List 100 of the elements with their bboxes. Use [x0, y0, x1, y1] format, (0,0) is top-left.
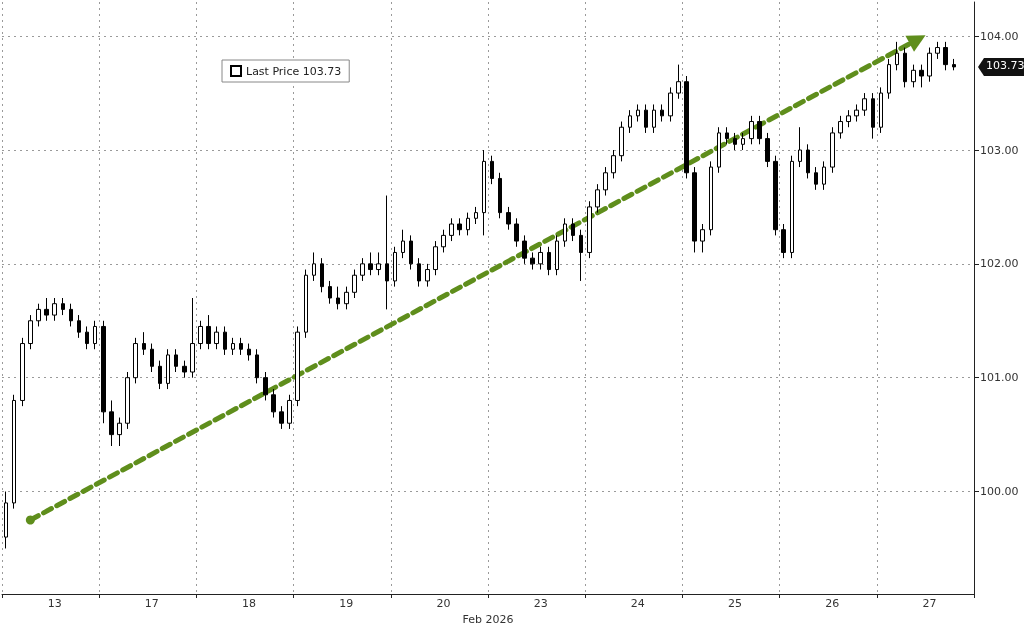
- candlestick: [393, 246, 397, 288]
- x-tick-label: 23: [533, 597, 548, 610]
- candlestick: [69, 303, 73, 327]
- candlestick: [830, 126, 835, 174]
- candlestick: [279, 405, 284, 430]
- candlestick: [44, 297, 49, 322]
- candlestick: [125, 371, 130, 430]
- candlestick: [903, 47, 907, 88]
- candlestick: [871, 92, 875, 140]
- candlestick: [320, 257, 324, 293]
- x-tick-label: 17: [144, 597, 159, 610]
- y-tick-label: 100.00: [980, 485, 1019, 499]
- candlestick: [109, 399, 114, 447]
- candlestick: [85, 325, 89, 350]
- candlestick: [498, 172, 502, 219]
- candlestick: [344, 286, 349, 310]
- x-tick-label: 27: [922, 597, 937, 610]
- candlestick: [466, 212, 470, 236]
- candlestick: [547, 246, 551, 276]
- candlestick: [587, 200, 592, 259]
- candlestick: [595, 183, 600, 214]
- candlestick: [52, 297, 57, 322]
- candlestick: [4, 491, 8, 549]
- x-tick-label: 18: [242, 597, 257, 610]
- candlestick: [206, 314, 211, 350]
- candlestick: [619, 121, 624, 162]
- candlestick: [700, 223, 705, 253]
- candlestick: [425, 263, 430, 288]
- x-tick-label: 19: [339, 597, 354, 610]
- candlestick: [814, 166, 818, 191]
- text: 103.73: [986, 58, 1024, 72]
- candlestick: [368, 251, 373, 276]
- candlestick: [36, 303, 41, 327]
- candlestick: [579, 229, 583, 282]
- x-tick-label: 26: [825, 597, 840, 610]
- candlestick: [717, 126, 721, 174]
- candlestick: [725, 126, 729, 145]
- candlestick: [457, 217, 462, 236]
- candlestick: [77, 314, 81, 339]
- candlestick: [409, 234, 413, 271]
- candlestick: [441, 229, 446, 253]
- candlestick: [255, 348, 259, 384]
- candlestick: [806, 143, 810, 179]
- candlestick: [142, 331, 146, 356]
- candlestick: [93, 320, 97, 350]
- candlestick: [668, 86, 673, 123]
- y-tick-label: 103.00: [980, 143, 1019, 157]
- y-tick-label: 101.00: [980, 371, 1019, 385]
- candlestick: [952, 58, 956, 71]
- candlestick: [611, 149, 616, 179]
- candlestick: [522, 234, 527, 265]
- candlestick: [328, 280, 332, 305]
- candlestick: [133, 337, 138, 384]
- candlestick: [433, 240, 438, 276]
- candlestick: [214, 325, 219, 350]
- candlestick: [166, 348, 170, 390]
- y-tick-label: 104.00: [980, 29, 1019, 43]
- candlestick: [628, 109, 632, 134]
- candlestick: [336, 286, 340, 310]
- x-tick-label: 20: [436, 597, 451, 610]
- candlestick: [854, 103, 859, 123]
- candlestick: [247, 343, 251, 362]
- candlestick: [660, 103, 664, 123]
- candlestick: [538, 246, 543, 271]
- candlestick: [741, 132, 745, 151]
- candlestick: [790, 155, 794, 259]
- candlestick: [636, 103, 640, 123]
- candlestick: [644, 103, 648, 134]
- candlestick: [887, 58, 891, 100]
- candlestick: [150, 343, 154, 373]
- candlestick: [506, 206, 511, 231]
- candlestick: [773, 155, 778, 236]
- candlestick: [555, 234, 559, 276]
- y-tick-label: 102.00: [980, 257, 1019, 271]
- candlestick: [943, 41, 948, 71]
- x-axis-title: Feb 2026: [462, 613, 514, 626]
- candlestick: [61, 297, 65, 316]
- candlestick: [603, 166, 608, 197]
- candlestick: [239, 337, 243, 356]
- candlestick: [231, 337, 235, 356]
- candlestick: [911, 64, 916, 88]
- candlestick: [919, 64, 924, 88]
- candlestick: [781, 223, 786, 259]
- candlestick: [263, 371, 268, 401]
- candlestick: [352, 269, 357, 299]
- legend-label: Last Price 103.73: [246, 64, 342, 78]
- candlestick: [733, 132, 737, 151]
- candlestick: [822, 160, 826, 191]
- candlestick: [376, 251, 381, 276]
- candlestick: [198, 320, 203, 350]
- candlestick: [385, 195, 389, 310]
- candlestick: [28, 314, 33, 350]
- x-tick-label: 25: [728, 597, 743, 610]
- candlestick: [838, 115, 843, 140]
- candlestick: [676, 64, 681, 100]
- candlestick: [798, 126, 802, 168]
- candlestick: [295, 325, 300, 407]
- candlestick: [749, 115, 754, 145]
- candlestick: [927, 47, 932, 83]
- candlestick: [879, 86, 883, 134]
